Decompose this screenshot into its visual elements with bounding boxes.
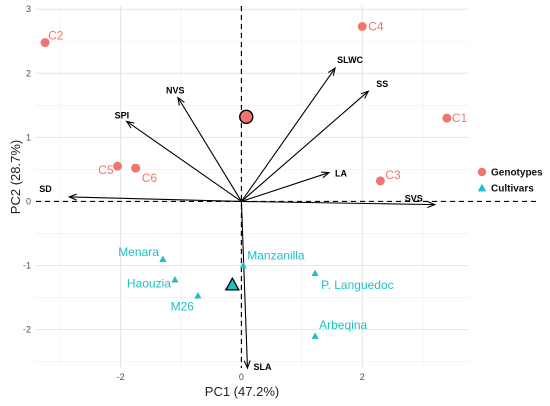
loading-vector-sd	[69, 196, 242, 202]
legend-marker-genotypes	[477, 167, 487, 177]
loading-vector-spi	[126, 120, 242, 202]
point-c4	[357, 22, 367, 32]
y-tick-label: 1	[26, 132, 31, 142]
x-tick-label: 2	[360, 372, 365, 382]
y-tick-label: -1	[23, 260, 31, 270]
point-c1	[442, 113, 452, 123]
point-label-c5: C5	[98, 163, 114, 177]
loading-vector-slwc	[240, 67, 336, 202]
arrowhead-spi	[125, 120, 135, 129]
y-axis-title: PC2 (28.7%)	[8, 140, 23, 214]
vector-label-sla: SLA	[253, 362, 272, 372]
point-label-p-languedoc: P. Languedoc	[321, 278, 394, 292]
loading-vector-svs	[241, 200, 435, 206]
point-label-c1: C1	[452, 111, 468, 125]
point-p-languedoc	[311, 269, 319, 277]
point-label-menara: Menara	[118, 245, 159, 259]
arrowhead-slwc	[328, 66, 336, 77]
point-c5	[113, 161, 123, 171]
point-haouzia	[171, 275, 179, 283]
point-label-c3: C3	[385, 168, 401, 182]
arrowhead-sla	[243, 360, 251, 370]
y-tick-label: 2	[26, 68, 31, 78]
vector-label-ss: SS	[376, 79, 388, 89]
x-tick-label: 0	[239, 372, 244, 382]
vector-label-sd: SD	[39, 184, 52, 194]
legend-label-cultivars: Cultivars	[491, 184, 534, 195]
vector-label-spi: SPI	[115, 110, 130, 120]
point-label-c4: C4	[368, 20, 384, 34]
y-tick-label: 0	[26, 196, 31, 206]
x-tick-label: -2	[117, 372, 125, 382]
arrowhead-nvs	[177, 96, 185, 106]
y-tick-label: -2	[23, 325, 31, 335]
legend: Genotypes Cultivars	[477, 167, 543, 195]
point-label-manzanilla: Manzanilla	[247, 248, 305, 262]
loading-vector-ss	[241, 90, 369, 202]
point-m26	[194, 292, 202, 299]
loading-vector-la	[241, 172, 330, 202]
reference-lines	[36, 6, 540, 368]
point-c6	[131, 163, 141, 173]
vector-label-nvs: NVS	[166, 86, 185, 96]
point-label-c2: C2	[48, 29, 64, 43]
loading-vectors: SLWC SS NVS SPI LA SD SVS SLA	[39, 55, 437, 372]
arrowhead-svs	[427, 201, 437, 208]
vector-label-svs: SVS	[405, 194, 423, 204]
x-axis-title: PC1 (47.2%)	[205, 384, 279, 399]
point-manzanilla	[239, 261, 247, 269]
loading-vector-sla	[240, 201, 249, 369]
arrowhead-la	[321, 171, 331, 179]
point-arbeqina	[311, 332, 319, 339]
axis-ticks: -2 0 2 -2 -1 0 1 2 3	[23, 4, 365, 382]
centroid-genotypes	[239, 109, 254, 125]
point-menara	[159, 255, 167, 262]
vector-label-la: LA	[335, 169, 347, 179]
point-label-arbeqina: Arbeqina	[319, 318, 367, 332]
legend-marker-cultivars	[477, 183, 487, 192]
arrowhead-sd	[67, 193, 77, 201]
point-c2	[40, 38, 50, 48]
point-c3	[375, 176, 385, 186]
arrowhead-ss	[360, 90, 370, 99]
loading-vector-nvs	[177, 97, 242, 202]
vector-label-slwc: SLWC	[337, 55, 363, 65]
point-label-m26: M26	[171, 300, 195, 314]
data-points: C1 C2 C3 C4 C5 C6 Menara Manzanilla Haouzia P. La…	[40, 20, 468, 339]
legend-label-genotypes: Genotypes	[491, 168, 543, 179]
point-label-haouzia: Haouzia	[127, 277, 171, 291]
centroid-cultivars	[224, 276, 240, 291]
y-tick-label: 3	[26, 4, 31, 14]
point-label-c6: C6	[142, 171, 158, 185]
